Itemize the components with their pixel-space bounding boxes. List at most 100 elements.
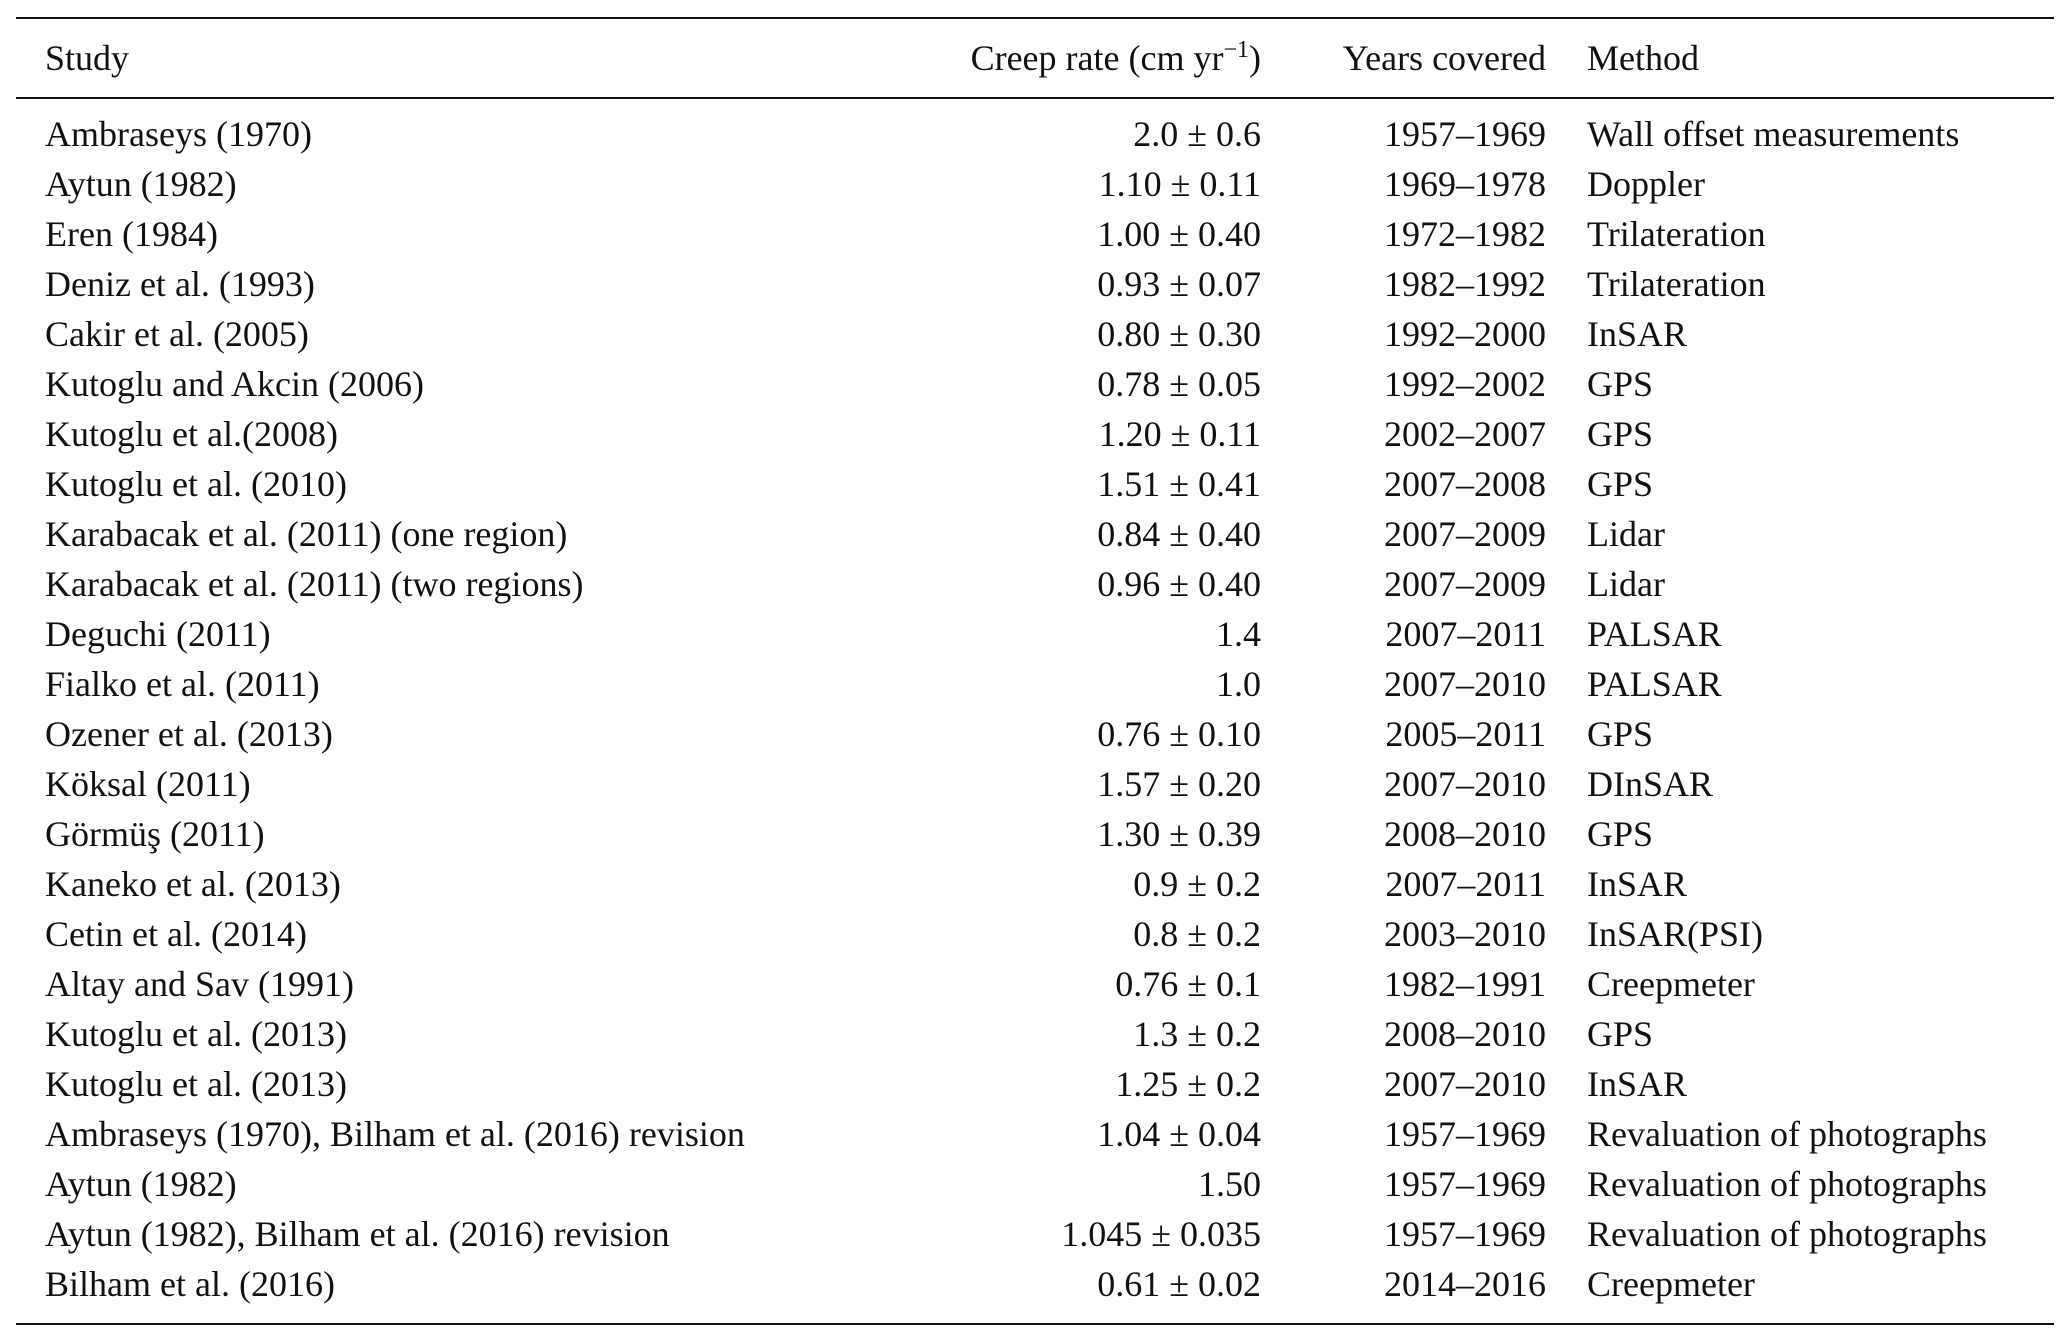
table-row: Kutoglu and Akcin (2006) 0.78 ± 0.05 1992–…: [16, 359, 2054, 409]
cell-method: Trilateration: [1587, 214, 1766, 254]
cell-creep-rate: 1.4: [1216, 614, 1261, 654]
header-rule: [16, 97, 2054, 99]
cell-study: Karabacak et al. (2011) (one region): [45, 514, 568, 554]
cell-method: PALSAR: [1587, 614, 1722, 654]
table-row: Deguchi (2011) 1.4 2007–2011 PALSAR: [16, 609, 2054, 659]
cell-study: Ambraseys (1970), Bilham et al. (2016) r…: [45, 1114, 745, 1154]
cell-study: Kutoglu et al. (2010): [45, 464, 347, 504]
cell-creep-rate: 2.0 ± 0.6: [1133, 114, 1261, 154]
cell-creep-rate: 1.04 ± 0.04: [1097, 1114, 1261, 1154]
table-row: Cakir et al. (2005) 0.80 ± 0.30 1992–2000 I…: [16, 309, 2054, 359]
table-row: Ambraseys (1970) 2.0 ± 0.6 1957–1969 Wall o…: [16, 109, 2054, 159]
cell-years-covered: 2005–2011: [1385, 714, 1546, 754]
cell-years-covered: 2007–2009: [1384, 514, 1546, 554]
table-row: Kaneko et al. (2013) 0.9 ± 0.2 2007–2011 In…: [16, 859, 2054, 909]
cell-creep-rate: 0.96 ± 0.40: [1097, 564, 1261, 604]
cell-method: InSAR: [1587, 1064, 1688, 1104]
cell-method: Lidar: [1587, 564, 1665, 604]
cell-study: Cetin et al. (2014): [45, 914, 307, 954]
cell-study: Cakir et al. (2005): [45, 314, 309, 354]
cell-years-covered: 2007–2011: [1385, 614, 1546, 654]
cell-creep-rate: 1.045 ± 0.035: [1061, 1214, 1261, 1254]
cell-creep-rate: 0.78 ± 0.05: [1097, 364, 1261, 404]
cell-years-covered: 1957–1969: [1384, 114, 1546, 154]
cell-study: Ozener et al. (2013): [45, 714, 333, 754]
cell-years-covered: 1992–2002: [1384, 364, 1546, 404]
cell-method: DInSAR: [1587, 764, 1714, 804]
cell-years-covered: 2002–2007: [1384, 414, 1546, 454]
cell-study: Altay and Sav (1991): [45, 964, 354, 1004]
cell-method: Revaluation of photographs: [1587, 1164, 1987, 1204]
table-row: Aytun (1982) 1.10 ± 0.11 1969–1978 Doppler: [16, 159, 2054, 209]
table-row: Köksal (2011) 1.57 ± 0.20 2007–2010 DInSAR: [16, 759, 2054, 809]
cell-creep-rate: 1.00 ± 0.40: [1097, 214, 1261, 254]
cell-creep-rate: 0.80 ± 0.30: [1097, 314, 1261, 354]
header-years-covered: Years covered: [1342, 38, 1546, 78]
cell-study: Kutoglu et al. (2013): [45, 1014, 347, 1054]
table-row: Karabacak et al. (2011) (two regions) 0.9…: [16, 559, 2054, 609]
table-row: Görmüş (2011) 1.30 ± 0.39 2008–2010 GPS: [16, 809, 2054, 859]
cell-years-covered: 2008–2010: [1384, 814, 1546, 854]
cell-method: GPS: [1587, 414, 1654, 454]
table-row: Kutoglu et al. (2013) 1.25 ± 0.2 2007–2010…: [16, 1059, 2054, 1109]
cell-creep-rate: 0.9 ± 0.2: [1133, 864, 1261, 904]
cell-creep-rate: 0.93 ± 0.07: [1097, 264, 1261, 304]
cell-method: GPS: [1587, 714, 1654, 754]
cell-years-covered: 1957–1969: [1384, 1164, 1546, 1204]
creep-rate-table: Study Creep rate (cm yr−1) Years covered…: [16, 17, 2054, 1325]
table-row: Kutoglu et al. (2013) 1.3 ± 0.2 2008–2010 G…: [16, 1009, 2054, 1059]
cell-method: InSAR: [1587, 864, 1688, 904]
cell-years-covered: 2007–2010: [1384, 1064, 1546, 1104]
cell-creep-rate: 1.25 ± 0.2: [1115, 1064, 1261, 1104]
cell-study: Görmüş (2011): [45, 814, 265, 854]
cell-years-covered: 2014–2016: [1384, 1264, 1546, 1304]
cell-method: Wall offset measurements: [1587, 114, 1960, 154]
table-row: Cetin et al. (2014) 0.8 ± 0.2 2003–2010 InS…: [16, 909, 2054, 959]
cell-study: Bilham et al. (2016): [45, 1264, 335, 1304]
cell-study: Kutoglu et al.(2008): [45, 414, 338, 454]
cell-creep-rate: 1.57 ± 0.20: [1097, 764, 1261, 804]
cell-years-covered: 2007–2008: [1384, 464, 1546, 504]
cell-method: Creepmeter: [1587, 964, 1755, 1004]
cell-method: InSAR: [1587, 314, 1688, 354]
cell-study: Eren (1984): [45, 214, 218, 254]
header-study: Study: [45, 38, 130, 78]
cell-method: GPS: [1587, 814, 1654, 854]
cell-study: Deguchi (2011): [45, 614, 271, 654]
table-row: Deniz et al. (1993) 0.93 ± 0.07 1982–1992 T…: [16, 259, 2054, 309]
header-method: Method: [1587, 38, 1699, 78]
cell-creep-rate: 1.20 ± 0.11: [1098, 414, 1261, 454]
table-row: Kutoglu et al.(2008) 1.20 ± 0.11 2002–2007…: [16, 409, 2054, 459]
cell-study: Aytun (1982), Bilham et al. (2016) revis…: [45, 1214, 670, 1254]
cell-method: Doppler: [1587, 164, 1705, 204]
cell-creep-rate: 1.10 ± 0.11: [1098, 164, 1261, 204]
table-row: Karabacak et al. (2011) (one region) 0.84…: [16, 509, 2054, 559]
cell-study: Kaneko et al. (2013): [45, 864, 341, 904]
header-creep-rate: Creep rate (cm yr−1): [970, 37, 1261, 78]
cell-method: PALSAR: [1587, 664, 1722, 704]
table-row: Ozener et al. (2013) 0.76 ± 0.10 2005–2011…: [16, 709, 2054, 759]
cell-method: Creepmeter: [1587, 1264, 1755, 1304]
cell-study: Kutoglu et al. (2013): [45, 1064, 347, 1104]
table-row: Ambraseys (1970), Bilham et al. (2016) r…: [16, 1109, 2054, 1159]
cell-years-covered: 2007–2009: [1384, 564, 1546, 604]
table-row: Fialko et al. (2011) 1.0 2007–2010 PALSAR: [16, 659, 2054, 709]
bottom-rule: [16, 1323, 2054, 1325]
cell-creep-rate: 1.50: [1198, 1164, 1261, 1204]
cell-years-covered: 1982–1991: [1384, 964, 1546, 1004]
cell-study: Aytun (1982): [45, 164, 237, 204]
cell-years-covered: 1969–1978: [1384, 164, 1546, 204]
cell-creep-rate: 1.3 ± 0.2: [1133, 1014, 1261, 1054]
cell-creep-rate: 0.76 ± 0.1: [1115, 964, 1261, 1004]
cell-method: InSAR(PSI): [1587, 914, 1764, 954]
cell-study: Kutoglu and Akcin (2006): [45, 364, 424, 404]
cell-method: Lidar: [1587, 514, 1665, 554]
cell-study: Fialko et al. (2011): [45, 664, 320, 704]
cell-years-covered: 1972–1982: [1384, 214, 1546, 254]
cell-years-covered: 1992–2000: [1384, 314, 1546, 354]
top-rule: [16, 17, 2054, 19]
cell-study: Köksal (2011): [45, 764, 251, 804]
cell-years-covered: 2008–2010: [1384, 1014, 1546, 1054]
cell-creep-rate: 1.51 ± 0.41: [1097, 464, 1261, 504]
table-row: Eren (1984) 1.00 ± 0.40 1972–1982 Trilatera…: [16, 209, 2054, 259]
